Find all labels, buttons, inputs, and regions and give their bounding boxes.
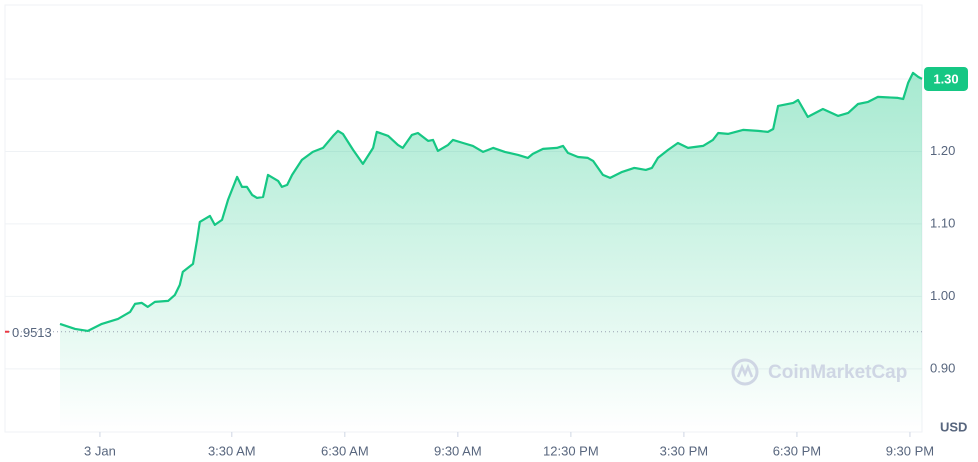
reference-label: 0.9513	[12, 325, 52, 340]
x-tick-label: 9:30 PM	[886, 443, 934, 458]
y-tick-label: 1.00	[930, 288, 955, 303]
price-badge-label: 1.30	[933, 71, 958, 86]
x-tick-label: 6:30 PM	[773, 443, 821, 458]
x-tick-label: 3:30 PM	[660, 443, 708, 458]
area	[60, 72, 922, 433]
x-tick-label: 3:30 AM	[208, 443, 256, 458]
x-tick-label: 3 Jan	[84, 443, 116, 458]
x-tick-label: 12:30 PM	[543, 443, 599, 458]
x-tick-label: 6:30 AM	[321, 443, 369, 458]
price-line	[59, 71, 923, 332]
x-tick-label: 9:30 AM	[434, 443, 482, 458]
price-badge	[924, 66, 968, 91]
y-tick-label: 0.90	[930, 360, 955, 375]
y-tick-label: 1.20	[930, 143, 955, 158]
watermark: CoinMarketCap	[768, 362, 907, 383]
y-unit: USD	[940, 419, 967, 434]
watermark-logo	[731, 358, 759, 386]
y-tick-label: 1.10	[930, 215, 955, 230]
